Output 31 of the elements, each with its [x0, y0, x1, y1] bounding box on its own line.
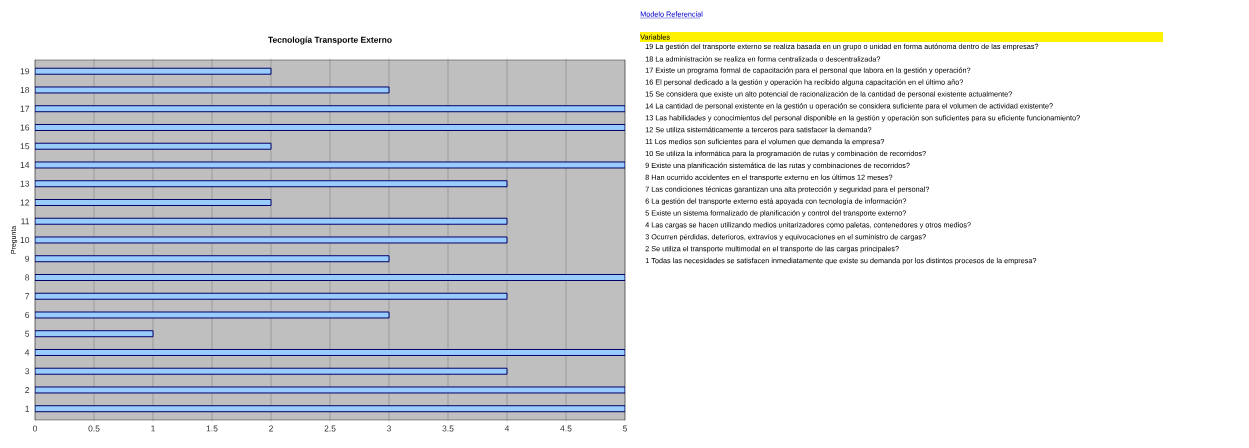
x-tick-label: 0	[32, 425, 38, 432]
y-tick-label: 4	[24, 349, 30, 356]
y-tick-label: 17	[20, 105, 30, 112]
x-tick-label: 1.5	[206, 425, 218, 432]
x-tick-label: 2.5	[324, 425, 336, 432]
y-tick-label: 3	[25, 368, 30, 375]
y-tick-label: 1	[25, 405, 30, 412]
y-tick-label: 2	[25, 387, 30, 393]
y-tick-label: 9	[25, 255, 30, 262]
y-tick-label: 6	[25, 311, 30, 318]
y-tick-label: 11	[21, 218, 30, 225]
x-tick-label: 1	[151, 425, 155, 432]
y-tick-label: 19	[20, 68, 30, 75]
x-tick-label: 5	[623, 425, 628, 432]
x-tick-label: 2	[269, 425, 273, 432]
y-tick-label: 7	[25, 293, 30, 300]
y-tick-label: 8	[25, 274, 30, 281]
y-tick-label: 12	[20, 199, 30, 206]
y-tick-label: 13	[20, 180, 30, 187]
y-tick-label: 18	[20, 86, 30, 93]
x-tick-label: 0.5	[88, 425, 100, 432]
y-tick-label: 14	[20, 162, 30, 168]
y-tick-label: 16	[20, 124, 30, 131]
y-tick-label: 10	[20, 236, 30, 243]
x-tick-label: 3.5	[442, 425, 454, 432]
x-tick-label: 4	[504, 425, 510, 432]
x-tick-label: 3	[386, 425, 391, 432]
y-tick-label: 5	[25, 330, 30, 337]
chart-title: Tecnología Transporte Externo	[268, 36, 392, 45]
x-tick-label: 4.5	[560, 425, 572, 432]
y-tick-label: 15	[20, 143, 30, 150]
